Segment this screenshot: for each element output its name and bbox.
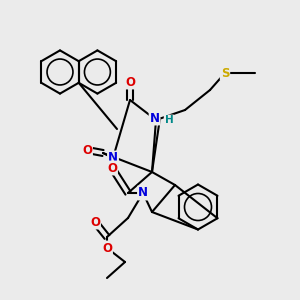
Text: O: O <box>90 215 100 229</box>
Text: O: O <box>82 143 92 157</box>
Text: O: O <box>102 242 112 254</box>
Text: H: H <box>165 116 173 125</box>
Text: N: N <box>138 187 148 200</box>
Text: O: O <box>125 76 135 88</box>
Text: O: O <box>107 161 117 175</box>
Text: S: S <box>221 67 229 80</box>
Text: N: N <box>150 112 160 124</box>
Text: N: N <box>108 152 118 164</box>
